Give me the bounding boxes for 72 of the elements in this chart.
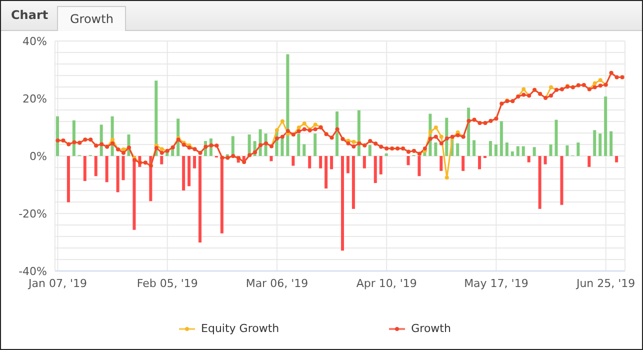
bar: [132, 156, 136, 230]
x-tick-label: Apr 10, '19: [356, 276, 417, 290]
bar: [362, 156, 366, 168]
bar: [494, 144, 498, 156]
bar: [488, 141, 492, 156]
bar: [188, 156, 191, 186]
bar: [604, 96, 608, 156]
bar: [94, 156, 98, 176]
bar: [505, 142, 508, 156]
bar: [56, 116, 59, 156]
bar: [500, 121, 503, 156]
legend-label: Equity Growth: [201, 322, 280, 335]
bar: [554, 120, 558, 156]
bar: [292, 156, 295, 166]
bar: [182, 156, 186, 190]
bar: [66, 156, 70, 202]
bar: [346, 156, 350, 174]
bar: [324, 156, 328, 188]
y-tick-label: 40%: [22, 34, 47, 48]
bar: [478, 156, 482, 170]
bar: [368, 145, 372, 156]
bar: [549, 144, 552, 156]
y-tick-label: -20%: [18, 207, 47, 220]
bar: [462, 156, 465, 171]
bar: [302, 144, 306, 156]
bar: [193, 156, 196, 168]
bar: [538, 156, 542, 209]
bar: [456, 143, 460, 156]
x-tick-label: Jan 07, '19: [28, 276, 87, 290]
x-tick-label: May 17, '19: [464, 276, 528, 290]
bar: [434, 142, 438, 156]
bar: [566, 145, 569, 156]
bar: [532, 147, 536, 156]
bar: [560, 156, 564, 205]
chart-title: Chart: [11, 8, 48, 22]
bar: [270, 156, 273, 162]
bar: [406, 156, 410, 166]
bar: [286, 54, 290, 156]
bar: [588, 156, 591, 167]
bar: [615, 156, 618, 162]
bar: [330, 156, 334, 170]
bar: [516, 146, 520, 156]
bar: [527, 156, 530, 162]
bar: [522, 146, 525, 156]
bar: [105, 156, 108, 182]
bar: [593, 130, 596, 156]
y-tick-label: 0%: [30, 150, 47, 163]
bar: [544, 156, 547, 164]
bar: [308, 156, 312, 168]
x-tick-label: Mar 06, '19: [246, 276, 308, 290]
bar: [598, 134, 602, 156]
bar: [610, 131, 613, 156]
bar: [576, 142, 580, 156]
y-tick-label: -40%: [18, 264, 47, 278]
bar: [83, 156, 86, 182]
x-tick-label: Jun 25, '19: [575, 276, 636, 290]
bar: [472, 140, 476, 156]
x-tick-label: Feb 05, '19: [136, 276, 198, 290]
chart-subtitle: Growth: [57, 6, 126, 31]
bar: [510, 151, 514, 156]
bar: [341, 156, 344, 251]
bar: [116, 156, 120, 192]
bar: [357, 110, 360, 156]
bar: [314, 134, 317, 156]
bar: [352, 156, 355, 209]
bar: [379, 156, 382, 174]
legend-label: Growth: [411, 322, 451, 335]
y-tick-label: 20%: [22, 92, 47, 106]
bar: [384, 153, 388, 156]
bar: [319, 156, 322, 168]
bar: [374, 156, 377, 184]
bar: [440, 156, 443, 171]
